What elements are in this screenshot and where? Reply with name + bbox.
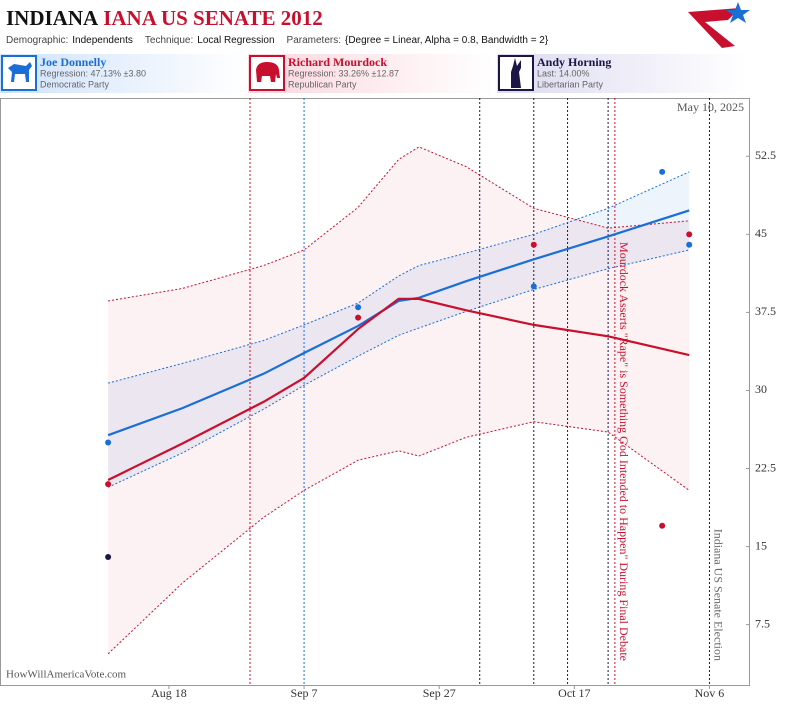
candidate-name: Andy Horning [537, 55, 611, 69]
y-tick-label: 37.5 [755, 304, 776, 318]
event-label: Mourdock Asserts "Rape" is Something God… [617, 242, 631, 661]
regression-line [107, 297, 690, 481]
poll-point [659, 168, 666, 175]
poll-point [659, 522, 666, 529]
meta-line: Demographic: Independents Technique: Local … [6, 35, 549, 46]
regression-line [107, 209, 690, 437]
candidate-detail: Regression: 33.26% ±12.87 [288, 68, 399, 78]
title-main: INDIANA [6, 6, 99, 30]
poll-point [530, 283, 537, 290]
title: INDIANA IANA US SENATE 2012 [6, 6, 323, 30]
candidate-box [497, 54, 747, 93]
band-lower [107, 421, 690, 655]
poll-point [355, 304, 362, 311]
y-tick-label: 7.5 [755, 616, 770, 630]
y-tick-label: 45 [755, 226, 767, 240]
meta: Demographic: Independents Technique: Local … [6, 35, 549, 46]
date-label: May 10, 2025 [677, 100, 744, 114]
plot-area [0, 98, 750, 689]
y-tick-label: 52.5 [755, 148, 776, 162]
band-lower [107, 249, 690, 488]
x-tick-label: Oct 17 [558, 686, 590, 700]
candidate-box [248, 54, 495, 93]
poll-point [105, 439, 112, 446]
meta-value: Local Regression [197, 35, 274, 46]
confidence-band [108, 171, 690, 488]
meta-label: Parameters: [287, 35, 341, 46]
plot-frame [0, 98, 750, 686]
meta-value: {Degree = Linear, Alpha = 0.8, Bandwidth… [345, 35, 549, 46]
title-rest: IANA US SENATE 2012 [103, 6, 323, 30]
band-upper [107, 171, 690, 384]
poll-point [686, 241, 693, 248]
candidate-name: Joe Donnelly [40, 55, 106, 69]
candidate-name: Richard Mourdock [288, 55, 387, 69]
poll-point [105, 481, 112, 488]
candidate-detail: Last: 14.00% [537, 68, 590, 78]
poll-point [105, 553, 112, 560]
poll-point [530, 241, 537, 248]
x-tick-label: Aug 18 [151, 686, 187, 700]
candidate-box [0, 54, 245, 93]
meta-label: Technique: [145, 35, 193, 46]
icon-donkey [1, 55, 37, 91]
candidate-detail: Regression: 47.13% ±3.80 [40, 68, 146, 78]
candidate-party: Republican Party [288, 79, 357, 89]
x-tick-label: Sep 7 [291, 686, 318, 700]
confidence-band [108, 146, 690, 654]
candidate-party: Democratic Party [40, 79, 110, 89]
x-tick-label: Nov 6 [695, 686, 725, 700]
event-label: Indiana US Senate Election [712, 529, 726, 661]
y-tick-label: 22.5 [755, 460, 776, 474]
poll-point [355, 314, 362, 321]
candidate-party: Libertarian Party [537, 79, 604, 89]
poll-point [686, 231, 693, 238]
x-tick-label: Sep 27 [423, 686, 456, 700]
source-label: HowWillAmericaVote.com [6, 669, 126, 681]
logo [688, 2, 750, 48]
y-tick-label: 15 [755, 538, 767, 552]
icon-liberty [498, 55, 534, 91]
meta-label: Demographic: [6, 35, 68, 46]
icon-elephant [249, 55, 285, 91]
y-tick-label: 30 [755, 382, 767, 396]
meta-value: Independents [72, 35, 133, 46]
